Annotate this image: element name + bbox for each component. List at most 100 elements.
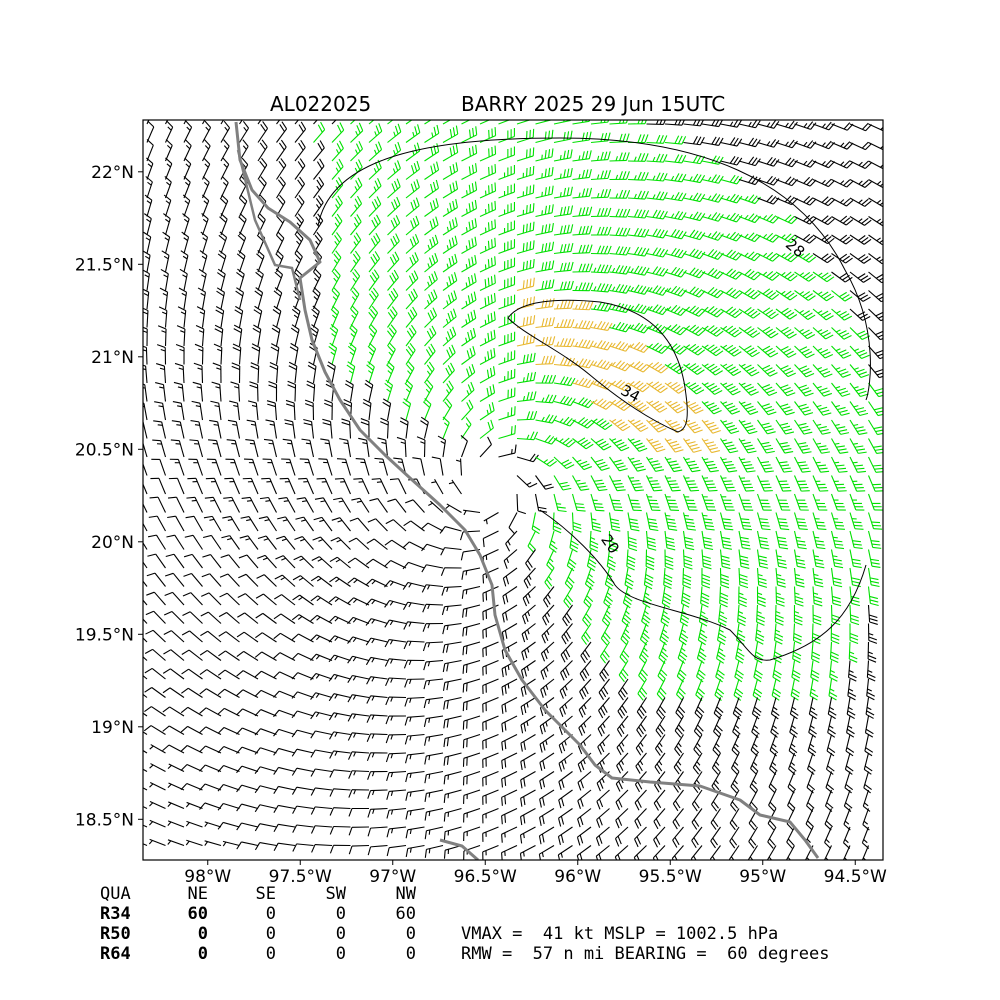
- wind-barb: [236, 708, 259, 717]
- wind-barb: [520, 734, 536, 752]
- wind-barb: [461, 585, 481, 599]
- wind-barb: [358, 437, 370, 458]
- wind-barb: [255, 593, 277, 606]
- wind-barb: [331, 250, 342, 273]
- wind-barb: [693, 715, 704, 738]
- wind-barb: [627, 284, 650, 295]
- wind-barb: [664, 362, 687, 375]
- wind-barb: [738, 475, 755, 492]
- wind-barb: [479, 436, 492, 458]
- wind-barb: [165, 120, 169, 125]
- wind-barb: [553, 299, 575, 310]
- wind-barb: [793, 512, 808, 531]
- wind-barb: [849, 438, 867, 454]
- wind-barb: [187, 477, 204, 495]
- wind-barb: [412, 457, 426, 476]
- cell-ne: 60: [187, 904, 208, 924]
- wind-barb: [710, 826, 721, 849]
- wind-barb: [294, 231, 304, 254]
- wind-barb: [553, 224, 574, 236]
- wind-barb: [265, 419, 278, 439]
- wind-barb: [293, 555, 314, 569]
- wind-barb: [387, 196, 401, 217]
- wind-barb: [143, 402, 148, 421]
- wind-barb: [204, 821, 222, 828]
- wind-barb: [719, 475, 736, 492]
- wind-barb: [756, 475, 773, 492]
- wind-barb: [655, 715, 666, 738]
- wind-barb: [424, 789, 444, 802]
- wind-barb: [200, 231, 209, 254]
- wind-barb: [680, 586, 691, 608]
- wind-barb: [462, 752, 481, 767]
- wind-barb: [590, 438, 612, 451]
- wind-barb: [733, 678, 744, 701]
- wind-barb: [756, 586, 766, 607]
- wind-barb: [634, 789, 647, 811]
- wind-barb: [794, 364, 815, 378]
- wind-barb: [657, 660, 668, 683]
- wind-barb: [368, 159, 382, 180]
- wind-barb: [557, 845, 573, 860]
- wind-barb: [384, 560, 407, 569]
- wind-barb: [519, 845, 536, 860]
- wind-barb: [502, 604, 518, 623]
- wind-barb: [348, 789, 370, 798]
- wind-barb: [789, 697, 799, 720]
- wind-barb: [178, 287, 188, 310]
- wind-barb: [627, 246, 650, 257]
- wind-barb: [194, 343, 204, 365]
- wind-barb: [535, 394, 557, 404]
- wind-barb: [482, 604, 499, 621]
- wind-barb: [405, 215, 420, 236]
- wind-barb: [626, 549, 636, 571]
- wind-barb: [720, 456, 738, 473]
- wind-barb: [498, 444, 517, 458]
- wind-barb: [223, 496, 240, 513]
- wind-barb: [143, 482, 148, 495]
- wind-barb: [508, 512, 518, 535]
- wind-barb: [664, 324, 687, 336]
- wind-barb: [738, 382, 759, 396]
- wind-barb: [538, 826, 555, 845]
- wind-barb: [367, 844, 388, 856]
- wind-barb: [405, 270, 419, 291]
- wind-barb: [535, 260, 555, 273]
- wind-barb: [292, 824, 314, 833]
- wind-barb: [350, 122, 364, 143]
- wind-barb: [830, 586, 842, 607]
- wind-barb: [831, 456, 848, 473]
- wind-barb: [645, 549, 655, 571]
- wind-barb: [849, 234, 872, 245]
- wind-barb: [701, 401, 722, 415]
- wind-barb: [291, 614, 314, 624]
- wind-barb: [205, 477, 222, 495]
- wind-barb: [498, 294, 516, 310]
- wind-barb: [793, 567, 805, 588]
- wind-barb: [218, 611, 240, 624]
- wind-barb: [369, 498, 388, 513]
- wind-barb: [812, 215, 835, 226]
- map-frame: [142, 119, 884, 861]
- wind-barb: [582, 604, 592, 627]
- wind-barb: [664, 493, 679, 511]
- wind-barb: [442, 235, 458, 254]
- wind-barb: [595, 845, 610, 860]
- wind-barb: [405, 752, 425, 764]
- wind-barb: [236, 746, 259, 754]
- wind-barb: [868, 142, 883, 151]
- wind-barb: [557, 826, 573, 845]
- wind-barb: [350, 195, 363, 217]
- wind-barb: [166, 534, 185, 550]
- wind-barb: [279, 477, 296, 495]
- wind-barb: [842, 845, 851, 860]
- wind-barb: [217, 765, 240, 773]
- wind-barb: [866, 678, 875, 701]
- wind-barb: [482, 844, 499, 860]
- wind-barb: [242, 477, 259, 495]
- wind-barb: [572, 301, 594, 311]
- wind-barb: [254, 287, 264, 310]
- wind-barb: [423, 715, 444, 728]
- wind-barb: [237, 231, 247, 254]
- wind-barb: [167, 515, 185, 532]
